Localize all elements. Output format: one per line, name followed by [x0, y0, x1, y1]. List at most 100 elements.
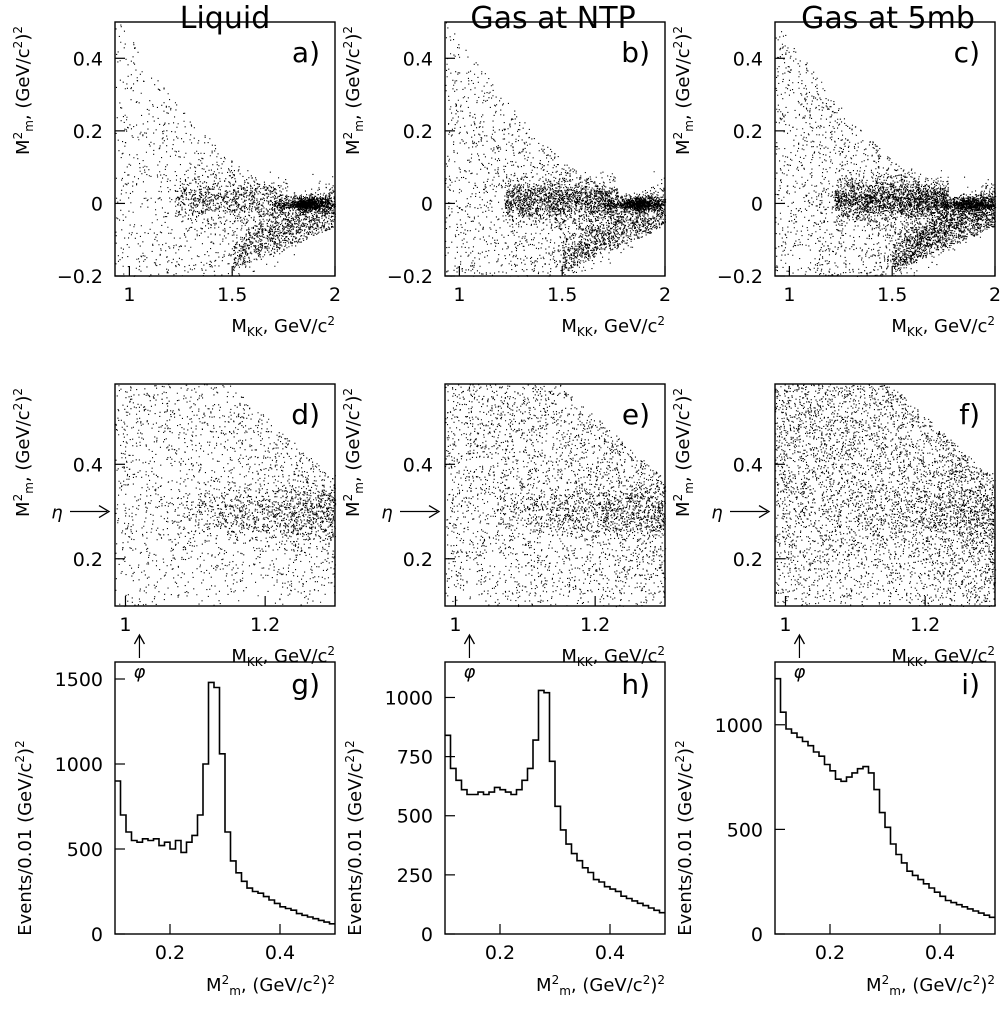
- column-title-gas-ntp: Gas at NTP: [470, 1, 635, 36]
- panel-e: 1 1.2 0.2 0.4 e) MKK, GeV/c2 M2m, (GeV/c2)2 η φ: [341, 383, 667, 683]
- panel-h-frame: [444, 661, 666, 935]
- panels: 1 1.5 2 −0.2 0 0.2 0.4 a) MKK, GeV/c2 M2m, (GeV/c…: [11, 21, 1001, 998]
- panel-g-histogram-line: [115, 681, 335, 925]
- panel-c: 1 1.5 2 −0.2 0 0.2 0.4 c) MKK, GeV/c2 M2m, (GeV/c…: [671, 21, 1001, 339]
- panel-b: 1 1.5 2 −0.2 0 0.2 0.4 b) MKK, GeV/c2 M2m, (GeV/c…: [341, 21, 671, 339]
- panel-f-frame: [774, 383, 996, 607]
- panel-c-xtick-label: 1.5: [877, 284, 907, 306]
- panel-h-ytick-label: 750: [397, 747, 433, 769]
- panel-h: 0.2 0.4 0 250 500 750 1000 h) M2m, (GeV/c2)2 Even…: [343, 661, 666, 998]
- panel-f-points: [775, 384, 997, 607]
- panel-a-ytick-label: 0: [91, 193, 103, 215]
- panel-e-eta-mark: η: [381, 503, 392, 524]
- panel-d-xtick-label: 1.2: [250, 614, 280, 636]
- panel-i-ylabel: Events/0.01 (GeV/c2)2: [673, 740, 696, 935]
- panel-i-label: i): [961, 668, 980, 701]
- panel-d-ylabel: M2m, (GeV/c2)2: [11, 388, 36, 517]
- panel-d-points: [115, 384, 337, 607]
- panel-g-ylabel: Events/0.01 (GeV/c2)2: [13, 740, 36, 935]
- panel-d-eta-mark: η: [51, 503, 62, 524]
- panel-f-phi-arrowhead: [793, 633, 806, 645]
- panel-d-phi-arrowhead: [133, 633, 146, 645]
- panel-b-frame: [444, 21, 666, 277]
- panel-h-xtick-label: 0.2: [485, 942, 515, 964]
- panel-c-ytick-label: 0.4: [733, 48, 763, 70]
- panel-f-eta-arrowhead: [758, 504, 771, 519]
- panel-c-xtick-label: 2: [989, 284, 1001, 306]
- panel-a-label: a): [292, 36, 320, 69]
- panel-a: 1 1.5 2 −0.2 0 0.2 0.4 a) MKK, GeV/c2 M2m, (GeV/c…: [11, 21, 341, 339]
- panel-f-label: f): [959, 398, 980, 431]
- panel-a-xlabel: MKK, GeV/c2: [231, 314, 335, 339]
- panel-f: 1 1.2 0.2 0.4 f) MKK, GeV/c2 M2m, (GeV/c2)2 η φ: [671, 383, 997, 683]
- panel-a-xtick-label: 1.5: [217, 284, 247, 306]
- panel-c-label: c): [954, 36, 980, 69]
- panel-h-ytick-label: 1000: [385, 687, 433, 709]
- panel-h-histogram-line: [445, 689, 665, 914]
- panel-h-xlabel: M2m, (GeV/c2)2: [536, 973, 665, 998]
- panel-d-label: d): [291, 398, 320, 431]
- panel-f-ytick-label: 0.4: [733, 454, 763, 476]
- panel-c-ytick-label: 0: [751, 193, 763, 215]
- panel-b-ytick-label: −0.2: [387, 266, 433, 288]
- panel-e-ylabel: M2m, (GeV/c2)2: [341, 388, 366, 517]
- panel-i-ytick-label: 0: [751, 924, 763, 946]
- panel-f-xtick-label: 1.2: [910, 614, 940, 636]
- panel-a-frame: [114, 21, 336, 277]
- panel-i-xtick-label: 0.2: [815, 942, 845, 964]
- panel-b-xtick-label: 1.5: [547, 284, 577, 306]
- panel-d-ytick-label: 0.4: [73, 454, 103, 476]
- panel-f-phi-mark: φ: [794, 662, 806, 683]
- panel-c-frame: [774, 21, 996, 277]
- panel-g-xtick-label: 0.2: [155, 942, 185, 964]
- column-title-gas-5mb: Gas at 5mb: [801, 1, 975, 36]
- panel-g-xlabel: M2m, (GeV/c2)2: [206, 973, 335, 998]
- panel-i-xtick-label: 0.4: [925, 942, 955, 964]
- panel-d-eta-arrowhead: [98, 504, 111, 519]
- panel-g-label: g): [291, 668, 320, 701]
- panel-h-ytick-label: 0: [421, 924, 433, 946]
- panel-d-frame: [114, 383, 336, 607]
- panel-g: 0.2 0.4 0 500 1000 1500 g) M2m, (GeV/c2)2 Events…: [13, 661, 336, 998]
- panel-i: 0.2 0.4 0 500 1000 i) M2m, (GeV/c2)2 Events/0.0…: [673, 661, 996, 998]
- panel-a-ytick-label: −0.2: [57, 266, 103, 288]
- panel-b-label: b): [621, 36, 650, 69]
- panel-e-xlabel: MKK, GeV/c2: [561, 644, 665, 669]
- panel-b-xlabel: MKK, GeV/c2: [561, 314, 665, 339]
- panel-f-scatter-points: [775, 384, 997, 607]
- panel-c-ytick-label: −0.2: [717, 266, 763, 288]
- panel-c-xtick-label: 1: [783, 284, 795, 306]
- panel-a-ytick-label: 0.4: [73, 48, 103, 70]
- panel-d-ytick-label: 0.2: [73, 549, 103, 571]
- panel-i-ytick-label: 1000: [715, 715, 763, 737]
- panel-d-scatter-points: [115, 384, 337, 607]
- panel-g-ytick-label: 0: [91, 924, 103, 946]
- panel-i-xlabel: M2m, (GeV/c2)2: [866, 973, 995, 998]
- panel-d-xlabel: MKK, GeV/c2: [231, 644, 335, 669]
- panel-a-ylabel: M2m, (GeV/c2)2: [11, 26, 36, 155]
- panel-g-ytick-label: 1500: [55, 669, 103, 691]
- panel-g-frame: [114, 661, 336, 935]
- panel-f-eta-mark: η: [711, 503, 722, 524]
- panel-b-ylabel: M2m, (GeV/c2)2: [341, 26, 366, 155]
- panel-h-label: h): [621, 668, 650, 701]
- panel-h-xtick-label: 0.4: [595, 942, 625, 964]
- panel-c-xlabel: MKK, GeV/c2: [891, 314, 995, 339]
- panel-a-ytick-label: 0.2: [73, 121, 103, 143]
- panel-e-ytick-label: 0.4: [403, 454, 433, 476]
- panel-e-xtick-label: 1: [449, 614, 461, 636]
- panel-d-xtick-label: 1: [119, 614, 131, 636]
- panel-a-xtick-label: 1: [123, 284, 135, 306]
- panel-h-ylabel: Events/0.01 (GeV/c2)2: [343, 740, 366, 935]
- panel-b-ytick-label: 0.2: [403, 121, 433, 143]
- panel-i-frame: [774, 661, 996, 935]
- panel-a-xtick-label: 2: [329, 284, 341, 306]
- panel-e-eta-arrowhead: [428, 504, 441, 519]
- panel-f-xtick-label: 1: [779, 614, 791, 636]
- panel-i-ytick-label: 500: [727, 819, 763, 841]
- column-title-liquid: Liquid: [180, 1, 270, 36]
- panel-e-ytick-label: 0.2: [403, 549, 433, 571]
- panel-b-ytick-label: 0.4: [403, 48, 433, 70]
- panel-c-ylabel: M2m, (GeV/c2)2: [671, 26, 696, 155]
